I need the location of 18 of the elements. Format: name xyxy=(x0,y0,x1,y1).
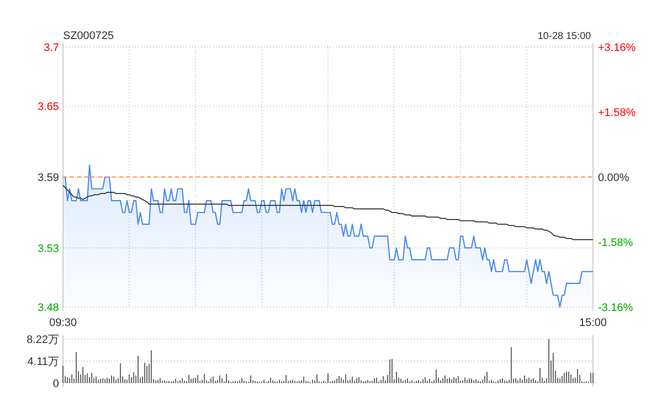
x-tick-label: 09:30 xyxy=(49,317,77,329)
y2-tick-label: -3.16% xyxy=(598,302,634,314)
y-tick-label: 4.11万 xyxy=(27,356,59,368)
text: 10-28 15:00 xyxy=(538,31,592,42)
chart-title: SZ000725 xyxy=(63,30,114,42)
y-tick-label: 0 xyxy=(52,378,59,390)
y-tick-label: 3.65 xyxy=(38,100,59,113)
y2-tick-label: +3.16% xyxy=(598,42,636,54)
y-tick-label: 3.7 xyxy=(44,42,59,54)
y-tick-label: 3.59 xyxy=(38,172,59,184)
y-tick-label: 8.22万 xyxy=(26,334,59,346)
y-tick-label: 3.53 xyxy=(38,242,59,255)
x-tick-label: 15:00 xyxy=(579,317,607,329)
y2-tick-label: 0.00% xyxy=(598,172,630,184)
y2-tick-label: -1.58% xyxy=(598,236,634,249)
y2-tick-label: +1.58% xyxy=(598,106,636,119)
line-series xyxy=(62,184,594,240)
y-tick-label: 3.48 xyxy=(38,302,59,314)
